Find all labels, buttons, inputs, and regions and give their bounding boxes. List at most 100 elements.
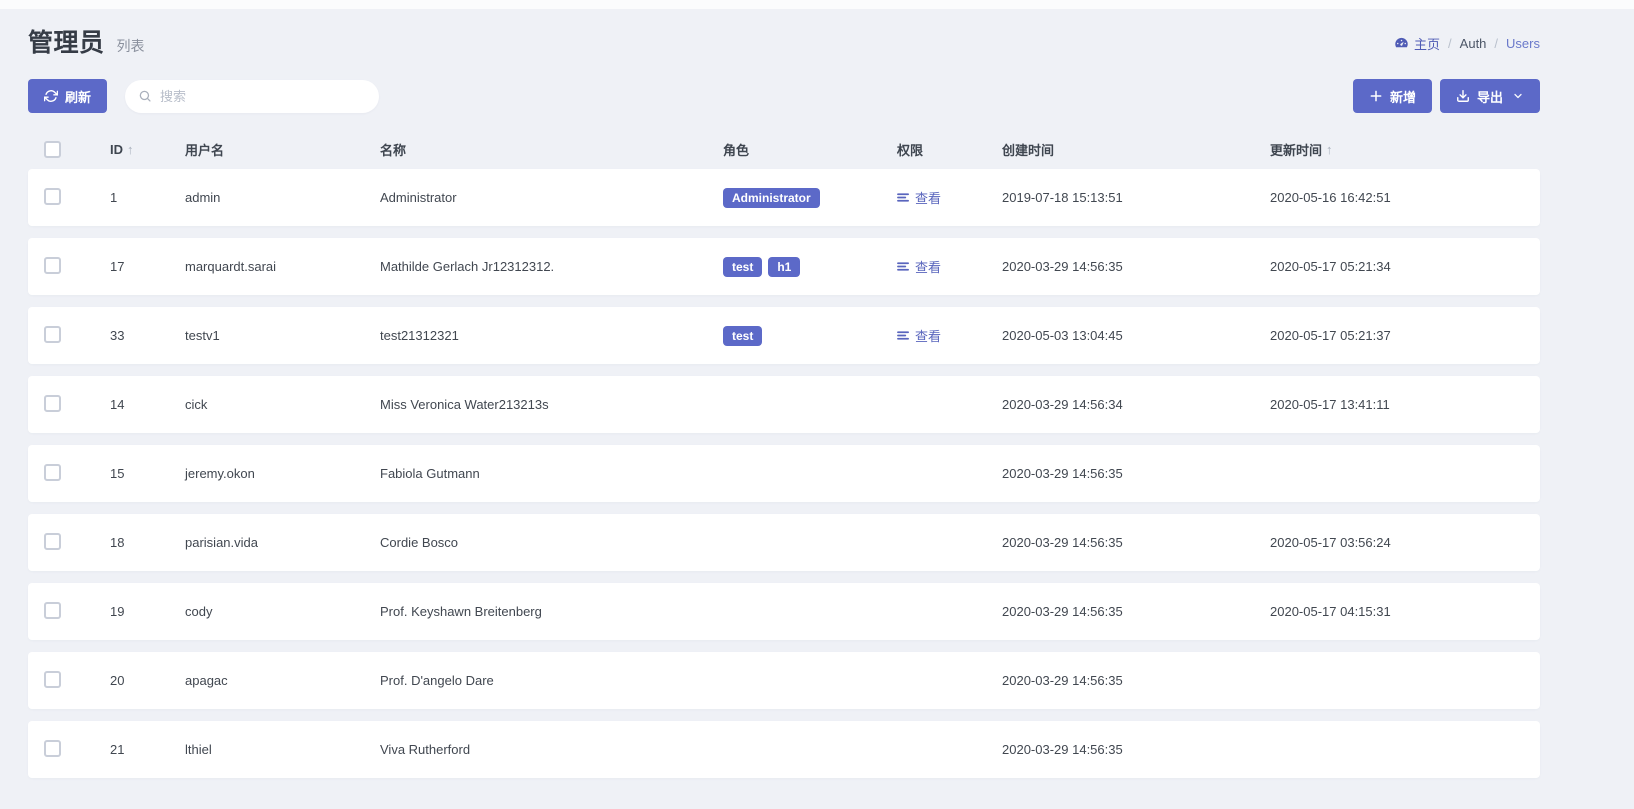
cell-updated-at: 2020-05-17 04:15:31 [1270, 604, 1391, 619]
cell-name: Cordie Bosco [380, 535, 459, 550]
plus-icon [1369, 89, 1383, 103]
header-updated-at[interactable]: 更新时间 ↑ [1270, 140, 1540, 159]
cell-name: Administrator [380, 190, 457, 205]
row-checkbox-cell [44, 256, 110, 277]
cell-updated-at: 2020-05-17 05:21:34 [1270, 259, 1391, 274]
cell-id: 14 [110, 397, 125, 412]
cell-permissions: 查看 [897, 188, 1002, 207]
cell-name: Viva Rutherford [380, 742, 471, 757]
cell-id: 1 [110, 190, 118, 205]
row-checkbox[interactable] [44, 463, 61, 481]
row-checkbox[interactable] [44, 601, 61, 619]
cell-username: admin [185, 190, 221, 205]
cell-name: Miss Veronica Water213213s [380, 397, 549, 412]
header-checkbox-cell [44, 140, 110, 158]
cell-username: lthiel [185, 742, 212, 757]
cell-id: 15 [110, 466, 125, 481]
admin-users-page: 管理员 列表 主页 / Auth / Users [28, 23, 1540, 778]
cell-username: cody [185, 604, 213, 619]
table-row: 1 admin Administrator Administrator 查看 2… [28, 169, 1540, 226]
cell-created-at: 2020-03-29 14:56:35 [1002, 535, 1123, 550]
cell-updated-at: 2020-05-17 05:21:37 [1270, 328, 1391, 343]
select-all-checkbox[interactable] [44, 140, 61, 158]
cell-updated-at: 2020-05-17 03:56:24 [1270, 535, 1391, 550]
row-checkbox-cell [44, 463, 110, 484]
header-id[interactable]: ID ↑ [110, 142, 185, 157]
toolbar: 刷新 新增 [28, 79, 1540, 113]
breadcrumb-item-auth[interactable]: Auth [1459, 36, 1487, 51]
export-button-label: 导出 [1476, 89, 1503, 105]
row-checkbox[interactable] [44, 532, 61, 550]
cell-name: Prof. Keyshawn Breitenberg [380, 604, 542, 619]
cell-id: 18 [110, 535, 125, 550]
cell-created-at: 2020-05-03 13:04:45 [1002, 328, 1123, 343]
view-permissions-link[interactable]: 查看 [897, 326, 941, 345]
header-username: 用户名 [185, 140, 380, 159]
cell-name: Prof. D'angelo Dare [380, 673, 494, 688]
table-row: 21 lthiel Viva Rutherford 2020-03-29 14:… [28, 721, 1540, 778]
list-icon [897, 329, 910, 342]
cell-username: apagac [185, 673, 228, 688]
table-row: 14 cick Miss Veronica Water213213s 2020-… [28, 376, 1540, 433]
dashboard-icon [1394, 36, 1409, 51]
view-permissions-link[interactable]: 查看 [897, 188, 941, 207]
header-created-at-label: 创建时间 [1002, 142, 1055, 158]
cell-id: 19 [110, 604, 125, 619]
add-button[interactable]: 新增 [1352, 79, 1432, 113]
row-checkbox[interactable] [44, 739, 61, 757]
role-badge: test [723, 256, 763, 277]
table-row: 15 jeremy.okon Fabiola Gutmann 2020-03-2… [28, 445, 1540, 502]
header-roles-label: 角色 [723, 142, 750, 158]
view-permissions-label: 查看 [915, 329, 942, 344]
row-checkbox-cell [44, 601, 110, 622]
role-badge: Administrator [723, 187, 820, 208]
add-button-label: 新增 [1389, 89, 1416, 105]
cell-created-at: 2020-03-29 14:56:35 [1002, 673, 1123, 688]
table-header: ID ↑ 用户名 名称 角色 权限 创建时间 更新时间 ↑ [28, 129, 1540, 169]
refresh-icon [44, 89, 58, 103]
row-checkbox-cell [44, 187, 110, 208]
page-subtitle: 列表 [116, 38, 145, 54]
cell-created-at: 2020-03-29 14:56:35 [1002, 604, 1123, 619]
table-row: 20 apagac Prof. D'angelo Dare 2020-03-29… [28, 652, 1540, 709]
row-checkbox[interactable] [44, 256, 61, 274]
sort-asc-icon[interactable]: ↑ [1326, 141, 1333, 157]
row-checkbox[interactable] [44, 394, 61, 412]
header-username-label: 用户名 [185, 142, 225, 158]
refresh-button[interactable]: 刷新 [28, 79, 108, 113]
cell-name: Mathilde Gerlach Jr12312312. [380, 259, 555, 274]
chevron-down-icon [1512, 90, 1524, 102]
search-input[interactable] [152, 88, 380, 104]
cell-permissions: 查看 [897, 326, 1002, 345]
role-badge: h1 [768, 256, 801, 277]
row-checkbox[interactable] [44, 670, 61, 688]
cell-name: Fabiola Gutmann [380, 466, 480, 481]
search-icon [138, 89, 152, 103]
row-checkbox[interactable] [44, 187, 61, 205]
sort-asc-icon[interactable]: ↑ [127, 141, 134, 157]
cell-updated-at: 2020-05-16 16:42:51 [1270, 190, 1391, 205]
cell-created-at: 2020-03-29 14:56:35 [1002, 742, 1123, 757]
search-box [125, 79, 380, 113]
export-button[interactable]: 导出 [1439, 79, 1540, 113]
page-title: 管理员 [28, 29, 105, 57]
table-body: 1 admin Administrator Administrator 查看 2… [28, 169, 1540, 778]
header-id-label: ID [110, 141, 123, 157]
header-created-at: 创建时间 [1002, 140, 1270, 159]
breadcrumb: 主页 / Auth / Users [1394, 34, 1540, 53]
row-checkbox[interactable] [44, 325, 61, 343]
cell-created-at: 2020-03-29 14:56:35 [1002, 259, 1123, 274]
role-badge: test [723, 325, 763, 346]
view-permissions-link[interactable]: 查看 [897, 257, 941, 276]
row-checkbox-cell [44, 739, 110, 760]
breadcrumb-item-users[interactable]: Users [1506, 36, 1540, 51]
cell-id: 17 [110, 259, 125, 274]
download-icon [1456, 89, 1470, 103]
row-checkbox-cell [44, 532, 110, 553]
breadcrumb-home-link[interactable]: 主页 [1394, 34, 1440, 53]
list-icon [897, 191, 910, 204]
table-row: 19 cody Prof. Keyshawn Breitenberg 2020-… [28, 583, 1540, 640]
table-row: 33 testv1 test21312321 test 查看 2020-05-0… [28, 307, 1540, 364]
cell-id: 20 [110, 673, 125, 688]
cell-username: testv1 [185, 328, 220, 343]
